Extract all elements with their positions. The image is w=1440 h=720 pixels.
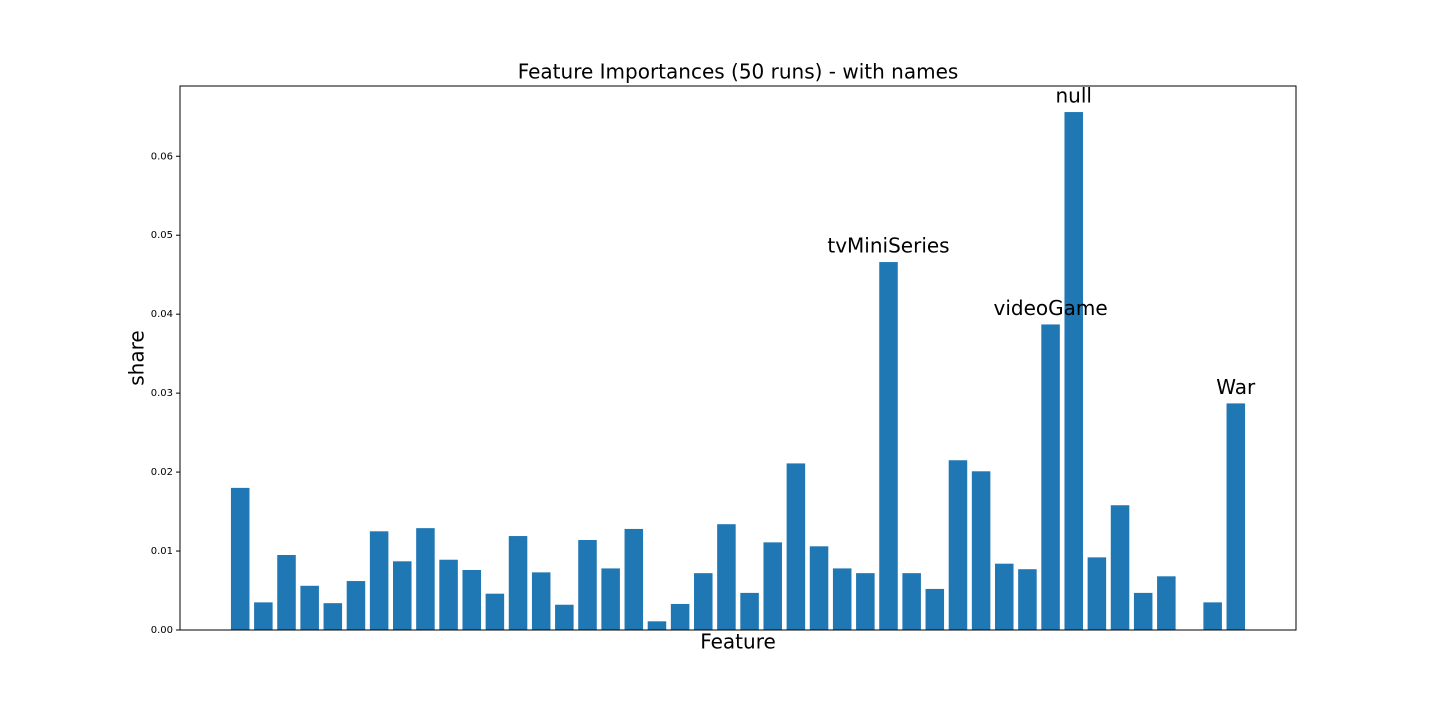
y-tick-label: 0.05	[151, 230, 173, 241]
bar	[1226, 403, 1246, 630]
bar	[578, 539, 597, 630]
y-tick-label: 0.03	[151, 388, 173, 399]
bar	[555, 604, 574, 630]
bar	[1064, 112, 1083, 630]
bar	[462, 569, 481, 630]
bar	[300, 585, 319, 630]
bar	[508, 536, 528, 630]
bar	[277, 554, 296, 630]
bar	[995, 563, 1014, 630]
bar	[601, 568, 620, 630]
bar	[971, 471, 991, 630]
bar	[1157, 576, 1176, 630]
bar	[856, 573, 875, 630]
bar	[740, 592, 759, 630]
bar	[1041, 324, 1060, 630]
bar	[670, 603, 690, 630]
bar	[369, 531, 389, 630]
bar	[763, 542, 782, 630]
bar	[832, 568, 852, 630]
bar	[346, 581, 366, 630]
bar	[416, 528, 435, 630]
bar	[647, 621, 667, 630]
bar	[393, 561, 412, 630]
y-axis-label: share	[125, 330, 149, 385]
bar	[948, 460, 968, 630]
bar	[694, 573, 713, 630]
bar	[902, 573, 921, 630]
annotation: tvMiniSeries	[827, 234, 949, 258]
bar	[485, 593, 505, 630]
y-tick-label: 0.02	[151, 467, 173, 478]
x-axis-label: Feature	[700, 630, 776, 654]
y-tick-label: 0.06	[151, 151, 173, 162]
plot-frame	[179, 85, 1297, 631]
y-tick-label: 0.04	[151, 309, 173, 320]
bar	[531, 572, 551, 630]
bar	[879, 262, 898, 630]
annotation: War	[1216, 375, 1256, 399]
bar	[254, 602, 273, 630]
bar	[809, 546, 829, 630]
bar	[1018, 569, 1037, 630]
y-tick-label: 0.01	[151, 546, 173, 557]
annotation: null	[1055, 84, 1091, 108]
bar	[786, 463, 806, 630]
bar	[1203, 602, 1222, 630]
bar	[717, 524, 736, 630]
bar	[439, 559, 458, 630]
bar	[1110, 505, 1130, 630]
y-tick-label: 0.00	[151, 625, 173, 636]
bar	[1133, 592, 1153, 630]
bar	[230, 487, 250, 630]
bar	[1087, 557, 1107, 630]
bar	[323, 603, 343, 630]
bar	[624, 528, 644, 630]
chart-title: Feature Importances (50 runs) - with nam…	[518, 60, 959, 84]
annotation: videoGame	[993, 296, 1107, 320]
bar	[925, 588, 945, 630]
